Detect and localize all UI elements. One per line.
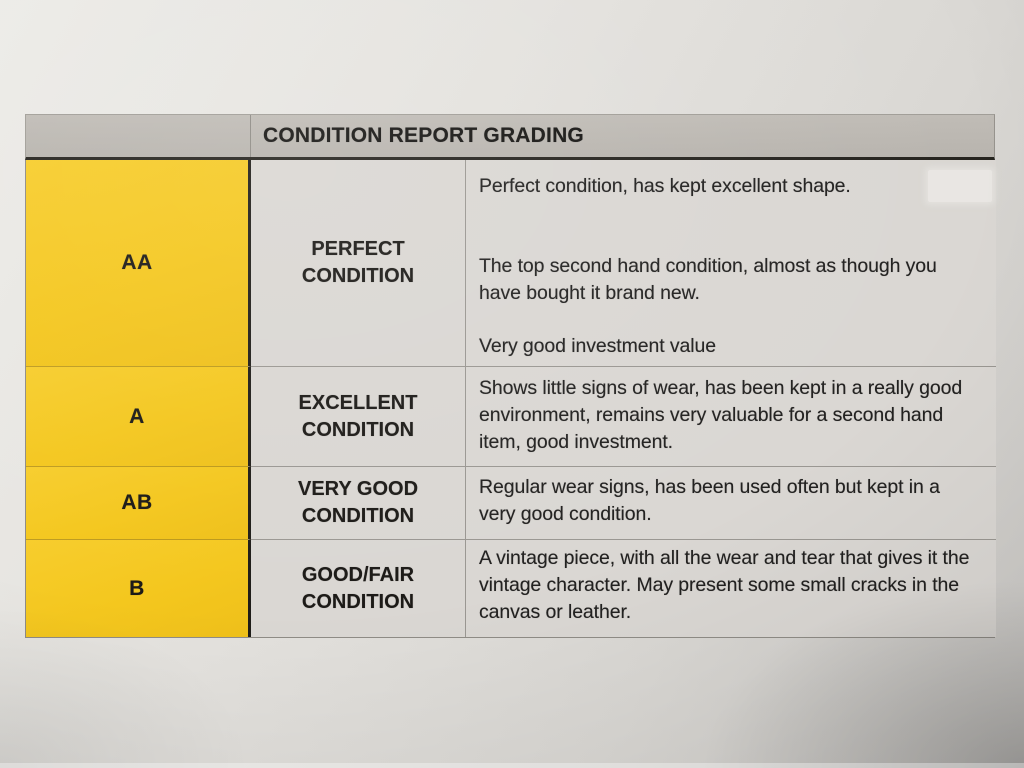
condition-description-ab: Regular wear signs, has been used often …	[466, 467, 996, 540]
header-corner-cell	[26, 115, 251, 157]
grade-cell-ab: AB	[26, 467, 251, 540]
description-paragraph: A vintage piece, with all the wear and t…	[479, 547, 970, 623]
table-body: AA PERFECT CONDITION Perfect condition, …	[25, 160, 996, 638]
description-paragraph: Shows little signs of wear, has been kep…	[479, 377, 963, 453]
table-title: CONDITION REPORT GRADING	[263, 124, 584, 147]
description-paragraph: Regular wear signs, has been used often …	[479, 476, 940, 525]
grade-code: AB	[121, 491, 153, 514]
condition-label-b: GOOD/FAIR CONDITION	[251, 540, 466, 637]
condition-description-aa: Perfect condition, has kept excellent sh…	[466, 160, 996, 367]
grade-code: B	[129, 576, 145, 600]
grade-cell-b: B	[26, 540, 251, 637]
grade-code: AA	[121, 251, 153, 274]
condition-description-b: A vintage piece, with all the wear and t…	[466, 540, 996, 637]
paper-bottom-edge	[0, 763, 1024, 768]
grade-code: A	[129, 404, 145, 428]
description-paragraph: The top second hand condition, almost as…	[479, 255, 937, 304]
condition-label-ab: VERY GOOD CONDITION	[251, 467, 466, 540]
grade-cell-a: A	[26, 367, 251, 467]
table-header-row: CONDITION REPORT GRADING	[25, 114, 995, 160]
condition-label-aa: PERFECT CONDITION	[251, 160, 466, 367]
description-paragraph: Very good investment value	[479, 335, 716, 357]
whiteout-correction-patch	[928, 170, 992, 202]
condition-grading-table: CONDITION REPORT GRADING AA PERFECT COND…	[25, 114, 996, 638]
description-paragraph: Perfect condition, has kept excellent sh…	[479, 175, 851, 197]
condition-description-a: Shows little signs of wear, has been kep…	[466, 367, 996, 467]
grade-cell-aa: AA	[26, 160, 251, 367]
condition-label-a: EXCELLENT CONDITION	[251, 367, 466, 467]
